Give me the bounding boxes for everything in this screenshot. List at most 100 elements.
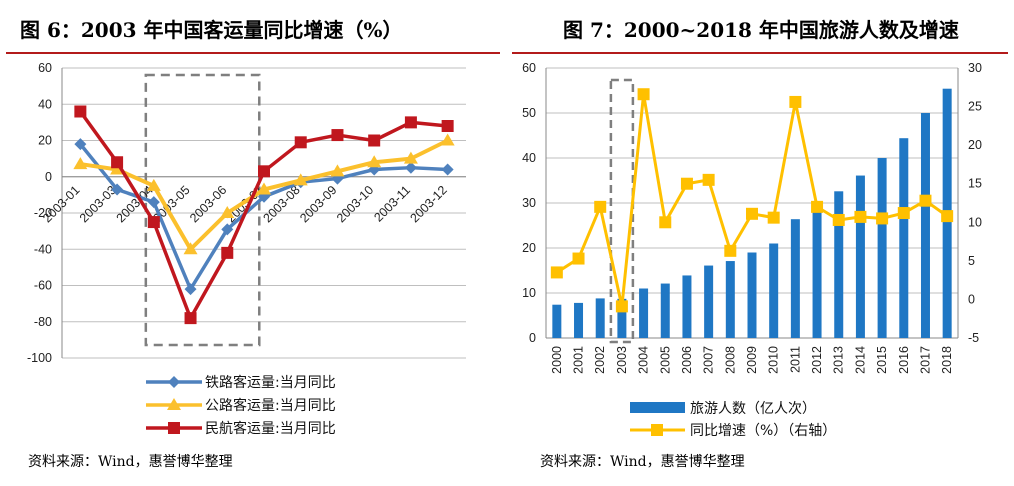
right-growth-point — [659, 216, 672, 229]
left-road-point — [73, 157, 88, 170]
right-y2-tick-label: 10 — [968, 215, 982, 229]
left-air-point — [331, 129, 344, 142]
left-title-rule — [6, 52, 500, 54]
left-road-point — [257, 182, 271, 195]
right-growth-point — [876, 212, 889, 225]
left-road-point — [110, 162, 125, 175]
left-chart-title: 图 6：2003 年中国客运量同比增速（%） — [20, 18, 403, 42]
right-x-tick-label: 2004 — [637, 346, 651, 374]
left-rail-point — [147, 196, 160, 209]
left-y-tick-label: -60 — [34, 279, 52, 293]
right-y-tick-label: 40 — [522, 151, 536, 165]
right-x-tick-label: 2018 — [940, 346, 954, 374]
right-x-tick-label: 2017 — [918, 346, 932, 374]
right-growth-point — [702, 173, 715, 186]
left-legend-rail-marker — [168, 376, 180, 388]
left-road-point — [440, 133, 455, 146]
right-bar — [704, 265, 714, 338]
right-bar — [660, 283, 670, 338]
right-y-tick-label: 60 — [522, 61, 536, 75]
right-x-tick-label: 2011 — [788, 346, 802, 373]
left-rail-point — [221, 223, 234, 236]
right-x-tick-label: 2003 — [615, 346, 629, 374]
left-x-tick-label: 2003-12 — [407, 183, 449, 225]
left-rail-point — [184, 283, 197, 296]
right-bar — [834, 191, 844, 338]
right-y2-tick-label: 20 — [968, 138, 982, 152]
right-growth-point — [594, 200, 607, 213]
left-y-tick-label: 0 — [45, 170, 52, 184]
right-bar — [747, 252, 757, 338]
left-y-tick-label: -100 — [27, 351, 52, 365]
right-y2-tick-label: 0 — [968, 292, 975, 306]
right-bar — [639, 288, 649, 338]
right-growth-point — [572, 252, 585, 265]
right-x-tick-label: 2010 — [767, 346, 781, 374]
left-y-tick-label: 20 — [38, 134, 52, 148]
right-x-tick-label: 2000 — [550, 346, 564, 374]
left-y-tick-label: 40 — [38, 97, 52, 111]
left-legend-rail-label: 铁路客运量:当月同比 — [205, 374, 336, 391]
right-growth-point — [854, 210, 867, 223]
right-bar — [725, 261, 735, 338]
left-x-tick-label: 2003-01 — [40, 183, 82, 225]
left-y-tick-label: -20 — [34, 206, 52, 220]
right-x-tick-label: 2012 — [810, 346, 824, 374]
right-growth-point — [680, 177, 693, 190]
left-air-point — [441, 120, 454, 132]
left-y-tick-label: 60 — [38, 61, 52, 75]
right-y2-tick-label: -5 — [968, 331, 979, 345]
right-growth-point — [832, 213, 845, 226]
right-x-tick-label: 2002 — [593, 346, 607, 374]
right-legend-line-marker — [651, 424, 663, 436]
right-y2-tick-label: 25 — [968, 100, 982, 114]
left-rail-point — [74, 138, 87, 151]
right-bar — [920, 113, 930, 338]
right-y-tick-label: 20 — [522, 241, 536, 255]
right-growth-point — [897, 207, 910, 220]
right-bar — [595, 298, 605, 338]
right-x-tick-label: 2001 — [572, 346, 586, 374]
right-y-tick-label: 10 — [522, 286, 536, 300]
left-air-point — [368, 134, 381, 147]
left-legend-air-label: 民航客运量:当月同比 — [205, 420, 336, 437]
right-bar — [682, 275, 692, 338]
right-chart-source: 资料来源：Wind，惠誉博华整理 — [540, 454, 745, 470]
left-x-tick-label: 2003-11 — [371, 183, 413, 225]
right-bar — [877, 158, 887, 338]
right-bar — [899, 138, 909, 338]
right-growth-point — [724, 244, 737, 257]
left-air-point — [184, 312, 197, 325]
left-road-point — [146, 178, 161, 191]
right-x-tick-label: 2013 — [832, 346, 846, 374]
right-x-tick-label: 2014 — [853, 346, 867, 374]
left-air-point — [74, 105, 87, 118]
right-x-tick-label: 2015 — [875, 346, 889, 374]
left-air-point — [111, 156, 124, 169]
right-legend-bar-swatch — [630, 402, 685, 413]
left-road-point — [220, 206, 235, 218]
right-x-tick-label: 2009 — [745, 346, 759, 374]
left-road-point — [293, 173, 308, 186]
left-y-tick-label: -80 — [34, 315, 52, 329]
right-bar — [790, 219, 800, 338]
right-title-rule — [512, 52, 1008, 54]
right-y2-tick-label: 5 — [968, 254, 975, 268]
right-y2-tick-label: 15 — [968, 177, 982, 191]
right-growth-point — [746, 207, 758, 220]
left-x-tick-label: 2003-09 — [297, 183, 339, 225]
right-highlight-box — [609, 78, 635, 344]
right-y-tick-label: 30 — [522, 196, 536, 210]
left-legend-road-label: 公路客运量:当月同比 — [205, 397, 336, 414]
right-growth-point — [811, 200, 824, 213]
right-bar — [812, 204, 822, 338]
right-growth-point — [550, 266, 563, 279]
right-x-tick-label: 2007 — [702, 346, 716, 374]
right-chart-title: 图 7：2000~2018 年中国旅游人数及增速 — [563, 18, 959, 42]
right-y-tick-label: 50 — [522, 106, 536, 120]
right-x-tick-label: 2005 — [658, 346, 672, 374]
left-y-tick-label: -40 — [34, 242, 52, 256]
left-air-point — [147, 216, 160, 229]
right-growth-point — [637, 88, 650, 101]
